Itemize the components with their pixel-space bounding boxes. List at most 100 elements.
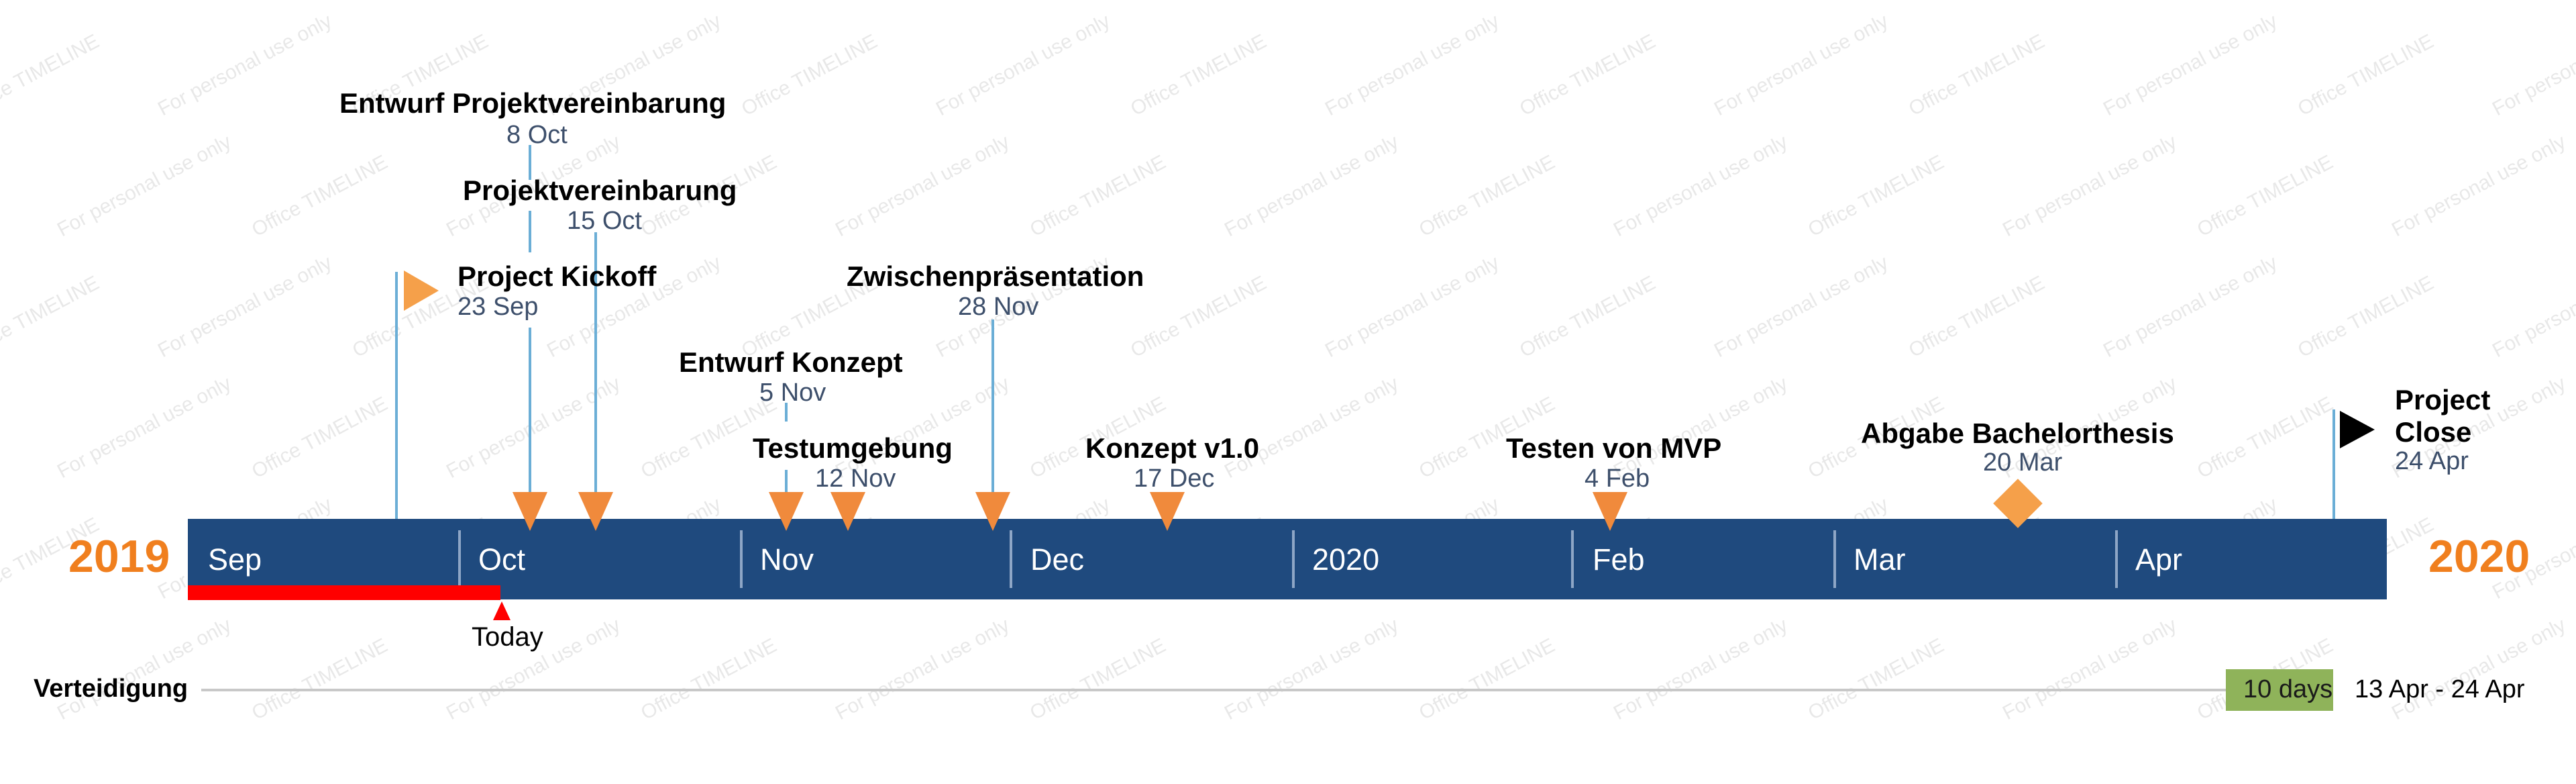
- watermark-text: For personal use only: [1711, 9, 1892, 121]
- watermark-text: Office TIMELINE: [2294, 271, 2438, 362]
- watermark-text: Office TIMELINE: [637, 634, 781, 725]
- task-track: [201, 689, 2226, 691]
- milestone-date: 12 Nov: [815, 464, 896, 493]
- today-progress-bar: [188, 585, 500, 600]
- stem-entwurf-konzept: [785, 403, 788, 422]
- watermark-text: Office TIMELINE: [1516, 30, 1660, 121]
- watermark-text: Office TIMELINE: [1026, 634, 1170, 725]
- month-separator: [458, 530, 461, 588]
- task-label: Verteidigung: [34, 675, 189, 703]
- month-sep: Sep: [208, 542, 262, 577]
- task-duration-label: 10 days: [2243, 675, 2333, 703]
- watermark-text: For personal use only: [2100, 9, 2282, 121]
- milestone-triangle-icon: [830, 492, 865, 531]
- stem-projektvereinbarung: [594, 232, 597, 492]
- milestone-title: Konzept v1.0: [1085, 432, 1260, 464]
- stem-entwurf-projektvereinbarung: [529, 145, 531, 180]
- milestone-date: 5 Nov: [759, 379, 826, 407]
- milestone-title: Testen von MVP: [1506, 432, 1722, 464]
- watermark-text: For personal use only: [1610, 614, 1792, 725]
- month-feb: Feb: [1593, 542, 1645, 577]
- watermark-text: For personal use only: [54, 130, 235, 242]
- month-2020: 2020: [1312, 542, 1380, 577]
- stem-entwurf-projektvereinbarung-lower: [529, 328, 531, 492]
- milestone-triangle-icon: [578, 492, 613, 531]
- stem-project-close: [2332, 409, 2335, 519]
- milestone-title: Projektvereinbarung: [463, 175, 737, 206]
- month-apr: Apr: [2135, 542, 2183, 577]
- watermark-text: Office TIMELINE: [1127, 30, 1271, 121]
- watermark-text: For personal use only: [1999, 130, 2181, 242]
- start-year: 2019: [68, 531, 170, 582]
- milestone-triangle-icon: [1593, 492, 1627, 531]
- watermark-text: For personal use only: [54, 372, 235, 483]
- watermark-text: For personal use only: [1711, 251, 1892, 362]
- milestone-title: Entwurf Projektvereinbarung: [339, 87, 727, 119]
- watermark-text: For personal use only: [154, 9, 336, 121]
- watermark-text: Office TIMELINE: [2194, 392, 2337, 483]
- milestone-date: 23 Sep: [458, 293, 539, 321]
- watermark-text: For personal use only: [1221, 372, 1403, 483]
- watermark-text: For personal use only: [2388, 130, 2570, 242]
- month-separator: [2115, 530, 2118, 588]
- watermark-text: For personal use only: [154, 251, 336, 362]
- month-nov: Nov: [760, 542, 814, 577]
- watermark-text: Office TIMELINE: [1805, 150, 1948, 242]
- milestone-triangle-icon: [975, 492, 1010, 531]
- stem-project-kickoff: [395, 272, 398, 519]
- milestone-date: 28 Nov: [958, 293, 1039, 321]
- milestone-title: Abgabe Bachelorthesis: [1861, 418, 2174, 449]
- milestone-title: Project Kickoff: [458, 260, 657, 292]
- milestone-triangle-icon: [513, 492, 547, 531]
- task-date-range: 13 Apr - 24 Apr: [2355, 675, 2525, 703]
- watermark-text: For personal use only: [443, 372, 625, 483]
- watermark-text: Office TIMELINE: [248, 634, 392, 725]
- milestone-title: Zwischenpräsentation: [847, 260, 1144, 292]
- milestone-date: 24 Apr: [2395, 447, 2469, 475]
- watermark-text: Office TIMELINE: [248, 150, 392, 242]
- today-marker-icon: [493, 601, 511, 620]
- milestone-date: 15 Oct: [567, 207, 642, 235]
- watermark-text: For personal use only: [1322, 9, 1503, 121]
- task-duration-bar: [2226, 669, 2333, 711]
- today-label: Today: [472, 622, 543, 652]
- milestone-title-line2: Close: [2395, 416, 2472, 448]
- milestone-date: 17 Dec: [1134, 464, 1215, 493]
- watermark-text: Office TIMELINE: [1905, 30, 2049, 121]
- watermark-text: For personal use only: [2489, 10, 2576, 121]
- watermark-text: For personal use only: [1221, 130, 1403, 242]
- month-mar: Mar: [1854, 542, 1906, 577]
- milestone-date: 20 Mar: [1983, 448, 2063, 477]
- project-close-flag-icon: [2340, 411, 2375, 448]
- watermark-text: Office TIMELINE: [1026, 150, 1170, 242]
- watermark-text: Office TIMELINE: [1415, 634, 1559, 725]
- watermark-text: Office TIMELINE: [1516, 271, 1660, 362]
- milestone-triangle-icon: [769, 492, 804, 531]
- stem-testumgebung: [785, 470, 788, 492]
- month-oct: Oct: [478, 542, 526, 577]
- end-year: 2020: [2428, 531, 2530, 582]
- watermark-text: Office TIMELINE: [738, 30, 881, 121]
- watermark-text: Office TIMELINE: [2294, 30, 2438, 121]
- milestone-date: 8 Oct: [506, 121, 568, 149]
- watermark-text: Office TIMELINE: [1805, 634, 1948, 725]
- watermark-text: Office TIMELINE: [0, 30, 103, 121]
- watermark-text: For personal use only: [1999, 614, 2181, 725]
- watermark-text: Office TIMELINE: [1127, 271, 1271, 362]
- milestone-triangle-icon: [1150, 492, 1185, 531]
- month-separator: [740, 530, 743, 588]
- milestone-title: Entwurf Konzept: [679, 346, 903, 378]
- month-separator: [1571, 530, 1574, 588]
- milestone-date: 4 Feb: [1585, 464, 1650, 493]
- watermark-text: For personal use only: [2489, 252, 2576, 362]
- watermark-text: For personal use only: [2100, 251, 2282, 362]
- watermark-text: For personal use only: [832, 614, 1014, 725]
- watermark-text: Office TIMELINE: [248, 392, 392, 483]
- stem-entwurf-projektvereinbarung-mid: [529, 211, 531, 252]
- milestone-title: Testumgebung: [753, 432, 953, 464]
- watermark-text: For personal use only: [1322, 251, 1503, 362]
- watermark-text: Office TIMELINE: [0, 271, 103, 362]
- watermark-text: For personal use only: [1221, 614, 1403, 725]
- watermark-text: Office TIMELINE: [1905, 271, 2049, 362]
